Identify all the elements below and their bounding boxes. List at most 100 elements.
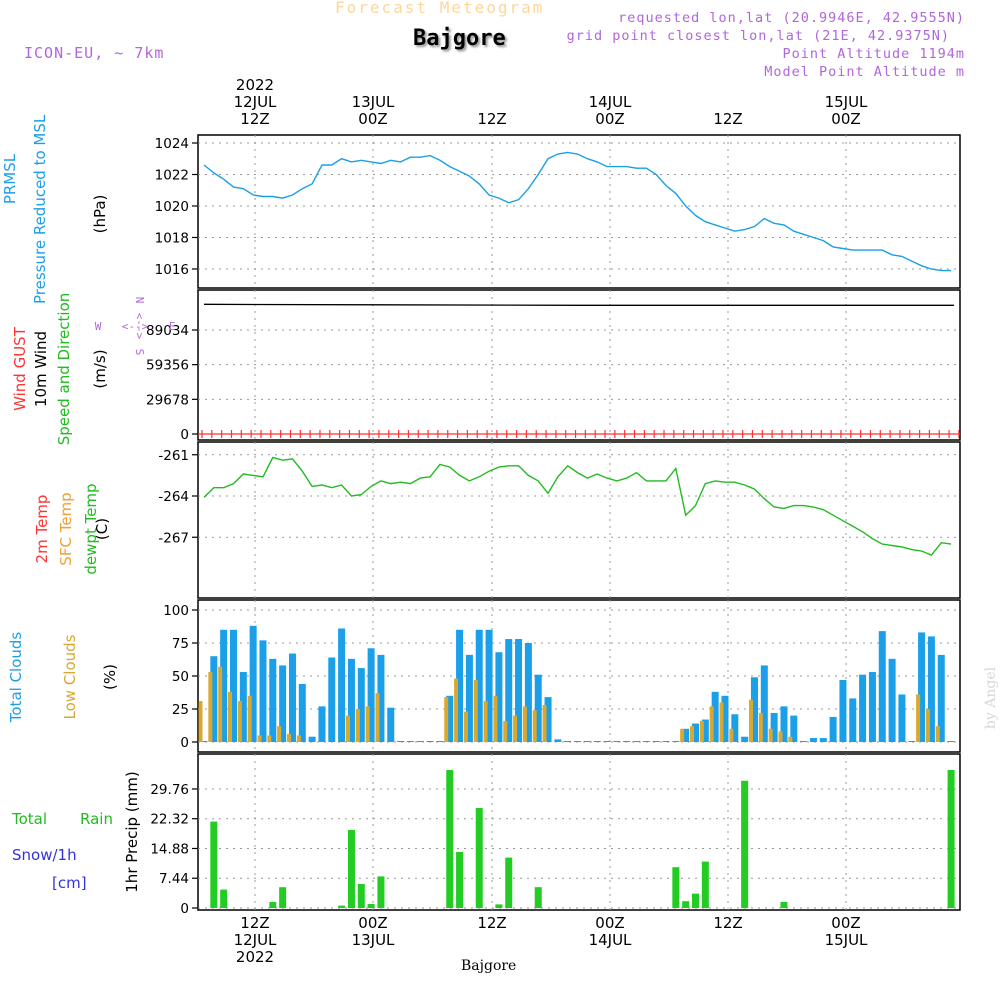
y-tick-label: -267	[158, 530, 189, 546]
low-clouds-bar	[365, 706, 370, 742]
total-clouds-bar	[239, 672, 247, 742]
compass-ns-arrow: <-->	[133, 313, 146, 340]
y-tick-label: 1024	[155, 136, 189, 152]
time-label-top: 12Z	[713, 110, 743, 128]
total-clouds-bar	[731, 714, 739, 742]
y-tick-label: 29.76	[150, 782, 189, 798]
low-clouds-bar	[473, 679, 478, 742]
y-tick-label: 75	[172, 636, 189, 652]
point-altitude: Point Altitude 1194m	[782, 46, 965, 62]
rain-bar	[947, 770, 955, 908]
y-tick-label: 59356	[146, 358, 189, 374]
total-clouds-bar	[662, 741, 670, 742]
model-point-altitude: Model Point Altitude m	[764, 64, 965, 80]
low-clouds-bar	[454, 678, 459, 742]
total-clouds-bar	[593, 741, 601, 742]
rain-bar	[367, 904, 375, 908]
rain-bar	[347, 830, 355, 908]
low-clouds-bar	[778, 731, 783, 742]
low-clouds-bar	[444, 697, 449, 742]
total-clouds-bar	[465, 654, 473, 742]
rain-bar	[701, 861, 709, 908]
low-clouds-bar	[788, 736, 793, 742]
panel-frame	[197, 134, 961, 289]
time-label-bottom: 00Z 13JUL	[351, 914, 395, 949]
low-clouds-bar	[463, 711, 468, 742]
rain-bar	[741, 780, 749, 908]
y-tick-label: 1020	[155, 199, 189, 215]
y-tick-label: 25	[172, 702, 189, 718]
total-clouds-bar	[318, 706, 326, 742]
y-tick-label: 7.44	[159, 871, 189, 887]
total-clouds-bar	[259, 640, 267, 742]
rain-bar	[446, 770, 454, 908]
total-clouds-bar	[229, 629, 237, 742]
total-clouds-bar	[426, 741, 434, 742]
total-clouds-bar	[524, 643, 532, 742]
low-clouds-bar	[345, 715, 350, 742]
rain-bar	[780, 902, 788, 908]
total-clouds-bar	[554, 739, 562, 742]
compass-south-label: S	[133, 349, 146, 356]
time-label-bottom: 12Z	[713, 914, 743, 932]
low-clouds-bar	[355, 709, 360, 742]
rain-bar	[682, 901, 690, 908]
low-clouds-bar	[208, 672, 213, 742]
total-clouds-bar	[328, 657, 336, 742]
total-clouds-bar	[338, 628, 346, 742]
time-label-top: 13JUL 00Z	[351, 93, 395, 128]
total-clouds-bar	[849, 698, 857, 742]
grid-point-location: grid point closest lon,lat (21E, 42.9375…	[566, 28, 950, 44]
total-clouds-bar	[711, 691, 719, 742]
rain-bar	[505, 857, 513, 908]
time-label-bottom: 00Z 14JUL	[588, 914, 632, 949]
rain-bar	[692, 893, 699, 908]
time-label-bottom: 12Z 12JUL 2022	[233, 914, 277, 966]
total-clouds-bar	[446, 695, 454, 742]
compass-north-label: N	[133, 297, 146, 304]
y-tick-label: -261	[158, 448, 189, 464]
precip-label-unit: [cm]	[52, 874, 87, 892]
total-clouds-bar	[495, 652, 503, 742]
low-clouds-bar	[247, 695, 252, 742]
low-clouds-bar	[218, 666, 223, 742]
rain-bar	[357, 884, 365, 908]
time-label-bottom: 00Z 15JUL	[824, 914, 868, 949]
low-clouds-bar	[709, 706, 714, 742]
total-clouds-bar	[210, 656, 218, 742]
y-tick-label: 29678	[146, 392, 189, 408]
y-tick-label: 1022	[155, 167, 189, 183]
rain-bar	[534, 887, 542, 908]
low-clouds-bar	[227, 691, 232, 742]
low-clouds-bar	[375, 693, 380, 742]
low-clouds-bar	[513, 715, 518, 742]
total-clouds-bar	[357, 668, 365, 742]
low-clouds-bar	[935, 726, 940, 742]
low-clouds-bar	[198, 701, 203, 742]
low-clouds-bar	[522, 706, 527, 742]
compass-east-label: E	[169, 320, 176, 333]
total-clouds-bar	[790, 715, 798, 742]
total-clouds-bar	[279, 665, 287, 742]
low-clouds-bar	[729, 728, 734, 742]
total-clouds-bar	[780, 706, 788, 742]
low-clouds-bar	[483, 701, 488, 742]
total-clouds-bar	[288, 653, 296, 742]
total-clouds-bar	[937, 654, 945, 742]
low-clouds-bar	[690, 726, 694, 742]
y-tick-label: -264	[158, 489, 189, 505]
model-label: ICON-EU, ~ 7km	[24, 44, 165, 62]
site-title: Bajgore	[413, 26, 506, 51]
rain-bar	[269, 902, 277, 908]
precip-label-snow: Snow/1h	[12, 846, 77, 864]
rain-bar	[495, 904, 503, 908]
low-clouds-bar	[719, 702, 724, 742]
y-tick-label: 22.32	[150, 812, 189, 828]
low-clouds-bar	[542, 705, 547, 742]
total-clouds-bar	[200, 741, 208, 742]
low-clouds-bar	[680, 728, 685, 742]
rain-bar	[279, 887, 287, 908]
rain-bar	[338, 905, 346, 908]
low-clouds-bar	[257, 735, 262, 742]
y-tick-label: 89034	[146, 323, 189, 339]
